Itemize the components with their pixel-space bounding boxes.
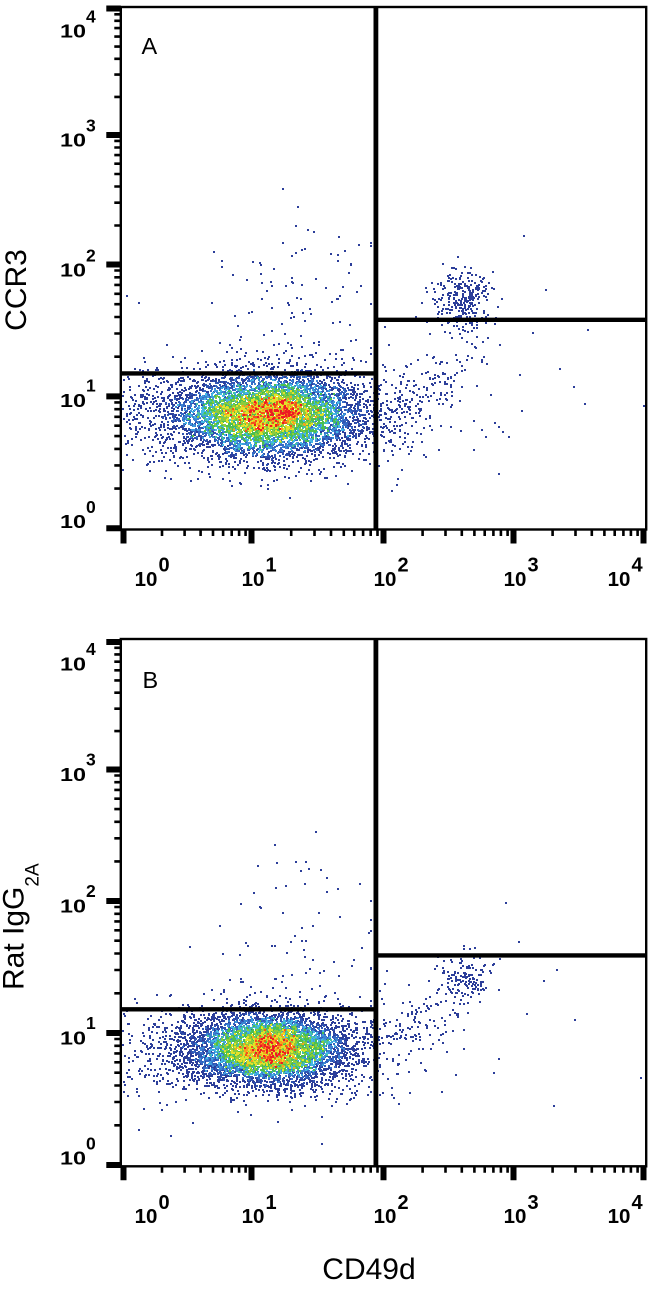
svg-text:10: 10 <box>60 896 86 916</box>
svg-text:4: 4 <box>86 6 96 26</box>
svg-text:1: 1 <box>266 1192 277 1214</box>
svg-text:10: 10 <box>608 1205 631 1228</box>
svg-text:2: 2 <box>398 555 409 577</box>
svg-text:CD49d: CD49d <box>322 1253 415 1286</box>
svg-text:3: 3 <box>528 1192 539 1214</box>
svg-text:2: 2 <box>86 246 96 266</box>
svg-text:1: 1 <box>86 376 96 396</box>
svg-text:4: 4 <box>86 639 96 659</box>
svg-text:10: 10 <box>374 1205 397 1228</box>
svg-text:3: 3 <box>86 115 96 135</box>
svg-text:10: 10 <box>608 568 631 591</box>
svg-text:0: 0 <box>86 1134 96 1154</box>
svg-text:10: 10 <box>60 1028 86 1048</box>
svg-text:10: 10 <box>60 1149 86 1169</box>
svg-text:3: 3 <box>86 750 96 770</box>
svg-text:4: 4 <box>632 1192 644 1214</box>
svg-text:1: 1 <box>86 1013 96 1033</box>
svg-text:2: 2 <box>86 881 96 901</box>
svg-text:0: 0 <box>86 497 96 517</box>
svg-text:10: 10 <box>60 765 86 785</box>
svg-text:10: 10 <box>504 568 527 591</box>
svg-text:10: 10 <box>60 131 86 151</box>
svg-text:10: 10 <box>374 568 397 591</box>
svg-text:B: B <box>143 667 159 693</box>
svg-text:CCR3: CCR3 <box>0 249 33 331</box>
svg-text:10: 10 <box>135 1205 158 1228</box>
svg-text:10: 10 <box>242 1205 265 1228</box>
svg-text:10: 10 <box>135 568 158 591</box>
svg-text:10: 10 <box>60 391 86 411</box>
svg-text:2: 2 <box>398 1192 409 1214</box>
svg-text:4: 4 <box>632 555 644 577</box>
svg-text:1: 1 <box>266 555 277 577</box>
svg-text:0: 0 <box>159 1192 170 1214</box>
svg-text:0: 0 <box>159 555 170 577</box>
svg-text:10: 10 <box>60 512 86 532</box>
svg-text:A: A <box>142 33 158 59</box>
svg-text:10: 10 <box>60 654 86 674</box>
svg-text:10: 10 <box>60 22 86 42</box>
svg-text:10: 10 <box>504 1205 527 1228</box>
svg-text:10: 10 <box>242 568 265 591</box>
svg-text:10: 10 <box>60 261 86 281</box>
svg-text:3: 3 <box>528 555 539 577</box>
